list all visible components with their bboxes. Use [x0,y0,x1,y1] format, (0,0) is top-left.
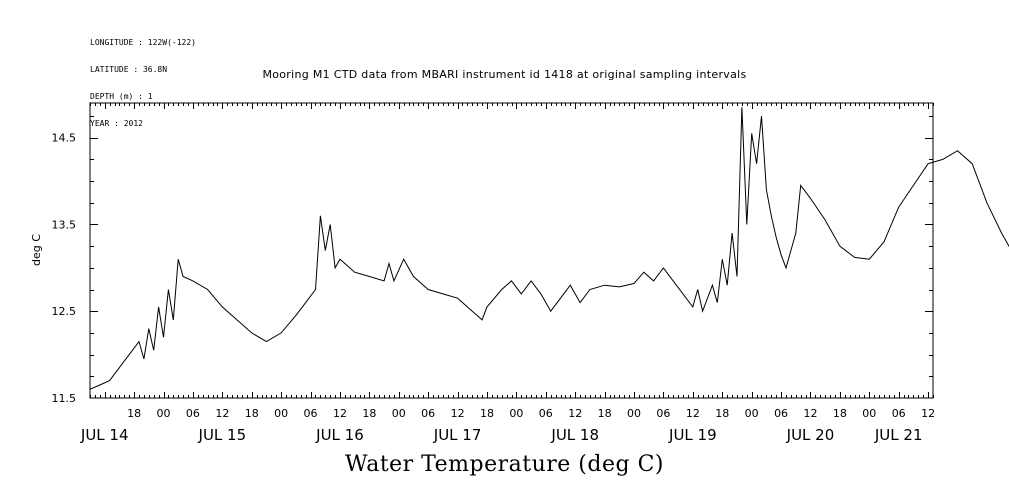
x-tick-label: 18 [127,407,141,420]
metadata-block: LONGITUDE : 122W(-122) LATITUDE : 36.8N … [90,20,196,137]
x-tick-label: 00 [745,407,759,420]
year-label: YEAR : 2012 [90,119,143,128]
y-tick-label: 12.5 [52,305,77,318]
x-tick-label: 06 [539,407,553,420]
axis-ticks [90,103,934,398]
x-tick-label: 00 [627,407,641,420]
x-tick-label: 12 [803,407,817,420]
x-day-label: JUL 17 [433,426,482,444]
x-tick-label: 18 [598,407,612,420]
x-tick-label: 00 [509,407,523,420]
chart-title: Water Temperature (deg C) [345,452,664,477]
x-day-label: JUL 21 [874,426,923,444]
y-axis-label: deg C [30,234,43,266]
x-day-label: JUL 19 [668,426,717,444]
axis-labels: 18 00 06 12 18 00 06 12 18 00 06 12 18 00 06 12 18 00 06 12… [52,132,936,444]
x-tick-label: 06 [774,407,788,420]
x-day-label: JUL 20 [786,426,835,444]
x-tick-label: 12 [451,407,465,420]
x-day-label: JUL 15 [198,426,247,444]
x-tick-label: 18 [480,407,494,420]
x-tick-label: 12 [921,407,935,420]
latitude-label: LATITUDE : 36.8N [90,65,168,74]
y-tick-label: 14.5 [52,132,77,145]
y-tick-label: 11.5 [52,392,77,405]
x-tick-label: 06 [656,407,670,420]
x-day-label: JUL 18 [550,426,599,444]
depth-label: DEPTH (m) : 1 [90,92,153,101]
y-tick-label: 13.5 [52,218,77,231]
x-tick-label: 12 [333,407,347,420]
x-tick-label: 12 [215,407,229,420]
plot-frame [89,102,934,399]
x-tick-label: 18 [362,407,376,420]
x-tick-label: 12 [568,407,582,420]
x-day-label: JUL 14 [80,426,129,444]
x-tick-label: 18 [245,407,259,420]
longitude-label: LONGITUDE : 122W(-122) [90,38,196,47]
temperature-series-line [89,107,1009,390]
x-tick-label: 12 [686,407,700,420]
x-tick-label: 06 [892,407,906,420]
x-tick-label: 18 [833,407,847,420]
x-tick-label: 00 [157,407,171,420]
x-tick-label: 00 [392,407,406,420]
plot-header-title: Mooring M1 CTD data from MBARI instrumen… [262,68,747,81]
x-tick-label: 00 [862,407,876,420]
x-tick-label: 06 [421,407,435,420]
x-tick-label: 00 [274,407,288,420]
x-tick-label: 06 [304,407,318,420]
x-tick-label: 06 [186,407,200,420]
x-day-label: JUL 16 [315,426,364,444]
x-tick-label: 18 [715,407,729,420]
